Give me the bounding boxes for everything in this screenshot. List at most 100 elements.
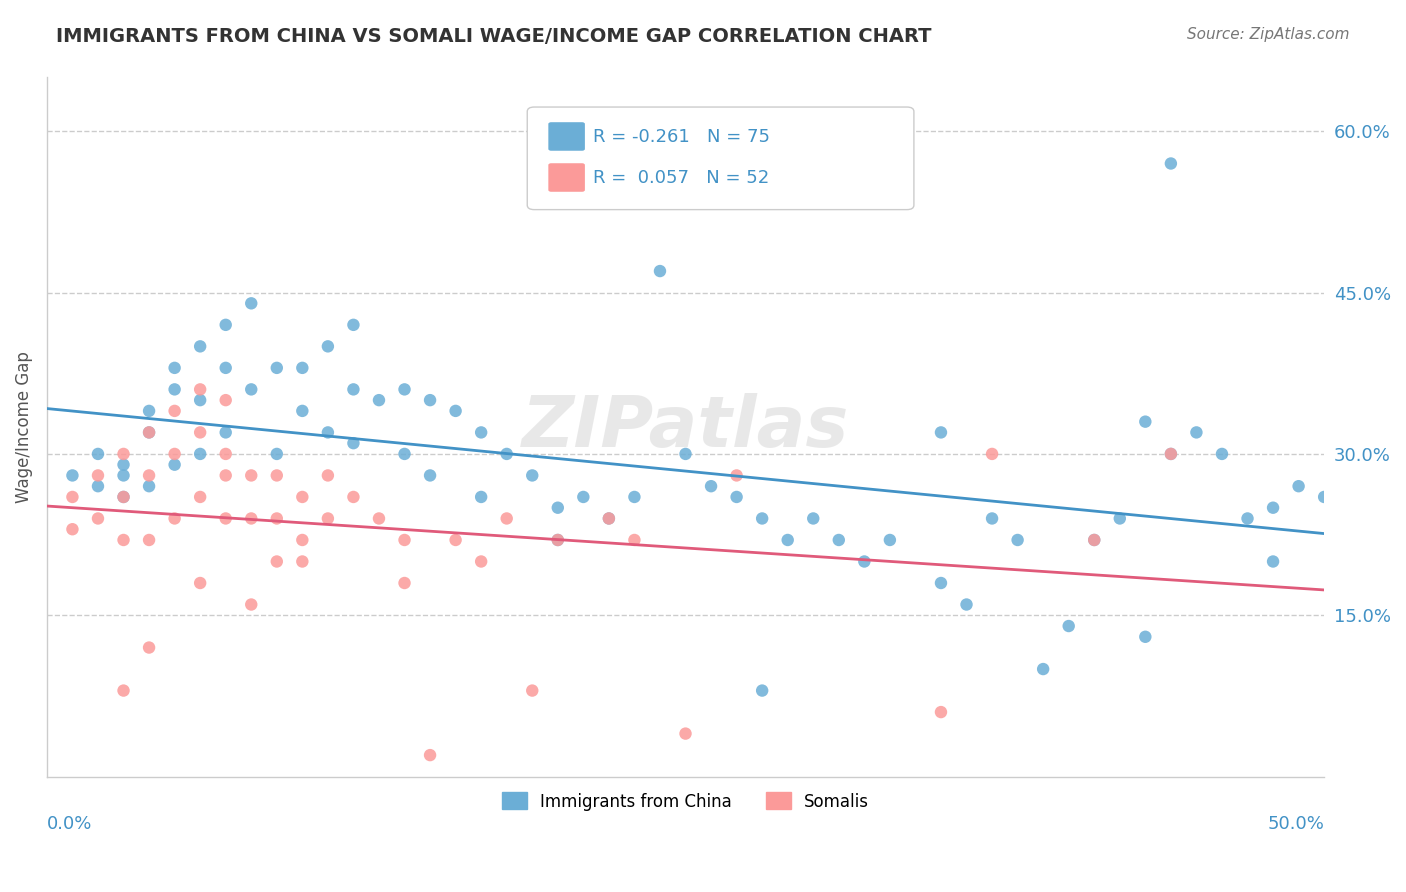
Point — [342, 383, 364, 397]
Point — [368, 511, 391, 525]
Point — [598, 511, 620, 525]
Point — [291, 404, 314, 418]
Point — [163, 383, 186, 397]
Text: ZIPatlas: ZIPatlas — [522, 392, 849, 461]
Point — [112, 458, 135, 472]
Point — [1007, 533, 1029, 547]
Point — [1135, 630, 1157, 644]
Point — [1185, 425, 1208, 440]
Point — [1083, 533, 1105, 547]
Point — [419, 468, 441, 483]
Point — [1236, 511, 1258, 525]
Point — [316, 339, 339, 353]
Point — [1288, 479, 1310, 493]
Text: 0.0%: 0.0% — [46, 815, 93, 833]
Point — [62, 468, 84, 483]
Point — [266, 511, 288, 525]
Point — [981, 511, 1004, 525]
Point — [240, 598, 263, 612]
Point — [188, 447, 211, 461]
Point — [1108, 511, 1130, 525]
Point — [291, 554, 314, 568]
Point — [955, 598, 977, 612]
Point — [751, 683, 773, 698]
Point — [215, 468, 238, 483]
Point — [879, 533, 901, 547]
Point — [725, 468, 748, 483]
Point — [112, 533, 135, 547]
Point — [266, 468, 288, 483]
Point — [62, 490, 84, 504]
Point — [87, 479, 110, 493]
Point — [342, 490, 364, 504]
Point — [138, 404, 160, 418]
Point — [648, 264, 671, 278]
Point — [1160, 156, 1182, 170]
Point — [1211, 447, 1233, 461]
Point — [547, 500, 569, 515]
Text: IMMIGRANTS FROM CHINA VS SOMALI WAGE/INCOME GAP CORRELATION CHART: IMMIGRANTS FROM CHINA VS SOMALI WAGE/INC… — [56, 27, 932, 45]
Point — [112, 468, 135, 483]
Point — [444, 533, 467, 547]
Point — [163, 360, 186, 375]
Text: R = -0.261   N = 75: R = -0.261 N = 75 — [593, 128, 770, 146]
Point — [112, 447, 135, 461]
Point — [240, 296, 263, 310]
Point — [188, 576, 211, 591]
Point — [240, 383, 263, 397]
Text: 50.0%: 50.0% — [1267, 815, 1324, 833]
Point — [801, 511, 824, 525]
Point — [419, 393, 441, 408]
Point — [1032, 662, 1054, 676]
Point — [215, 425, 238, 440]
Point — [751, 511, 773, 525]
Point — [470, 425, 492, 440]
Point — [547, 533, 569, 547]
Point — [266, 360, 288, 375]
Point — [675, 447, 697, 461]
Point — [62, 522, 84, 536]
Point — [188, 339, 211, 353]
Point — [87, 447, 110, 461]
Point — [1083, 533, 1105, 547]
Point — [112, 490, 135, 504]
Point — [572, 490, 595, 504]
Point — [623, 490, 645, 504]
Point — [522, 683, 544, 698]
Point — [291, 533, 314, 547]
Point — [1313, 490, 1336, 504]
Point — [444, 404, 467, 418]
Point — [1057, 619, 1080, 633]
Point — [138, 533, 160, 547]
Point — [266, 447, 288, 461]
Point — [929, 576, 952, 591]
Point — [623, 533, 645, 547]
Point — [522, 468, 544, 483]
Legend: Immigrants from China, Somalis: Immigrants from China, Somalis — [495, 786, 876, 817]
Point — [163, 511, 186, 525]
Point — [215, 511, 238, 525]
Text: R =  0.057   N = 52: R = 0.057 N = 52 — [593, 169, 769, 187]
Point — [776, 533, 799, 547]
Point — [112, 490, 135, 504]
Point — [215, 447, 238, 461]
Point — [1160, 447, 1182, 461]
Point — [87, 511, 110, 525]
Point — [138, 425, 160, 440]
Point — [394, 576, 416, 591]
Point — [138, 425, 160, 440]
Point — [598, 511, 620, 525]
Point — [188, 425, 211, 440]
Point — [1160, 447, 1182, 461]
Point — [138, 468, 160, 483]
Point — [547, 533, 569, 547]
Point — [266, 554, 288, 568]
Point — [163, 458, 186, 472]
Point — [1261, 554, 1284, 568]
Point — [929, 705, 952, 719]
Point — [316, 425, 339, 440]
Point — [495, 447, 517, 461]
Point — [700, 479, 723, 493]
Point — [215, 393, 238, 408]
Point — [368, 393, 391, 408]
